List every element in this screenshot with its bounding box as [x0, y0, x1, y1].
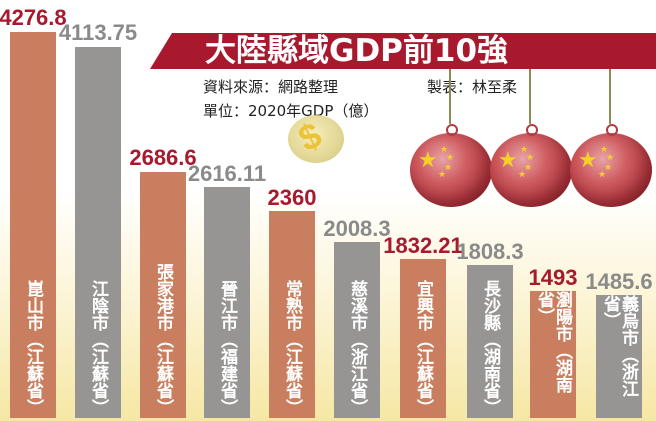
- bar-category-label: 江陰市（江蘇省）: [88, 280, 108, 416]
- star-icon: ★: [444, 162, 453, 172]
- star-icon: ★: [526, 152, 535, 162]
- bar-category-label: 常熟市（江蘇省）: [282, 280, 302, 416]
- bar: 瀏陽市（湖南省）: [530, 291, 576, 418]
- bar-value-label: 1832.21: [383, 233, 463, 258]
- bar: 慈溪市（浙江省）: [334, 242, 380, 418]
- bar: 義烏市（浙江省）: [596, 295, 642, 418]
- bar-value-label: 1808.3: [456, 239, 524, 264]
- bar-value-label: 2360: [267, 185, 317, 210]
- bar-value-label: 4113.75: [58, 20, 138, 45]
- ornament-string: [449, 69, 451, 124]
- bar-value-label: 2616.11: [187, 161, 267, 186]
- star-icon: ★: [520, 144, 529, 154]
- ornament-string: [609, 69, 611, 124]
- star-icon: ★: [600, 144, 609, 154]
- star-icon: ★: [440, 144, 449, 154]
- star-icon: ★: [518, 169, 527, 179]
- bar-category-label: 宜興市（江蘇省）: [413, 280, 433, 416]
- star-icon: ★: [498, 147, 518, 172]
- dollar-sign-icon: $: [292, 113, 328, 160]
- ornament-hook: [526, 124, 538, 136]
- author-text: 製表：林至柔: [427, 78, 518, 96]
- bar: 宜興市（江蘇省）: [400, 259, 446, 418]
- bar: 崑山市（江蘇省）: [10, 32, 56, 418]
- star-icon: ★: [606, 152, 615, 162]
- china-flag-ornament-icon: ★ ★ ★ ★ ★: [410, 124, 492, 207]
- bar-value-label: 1493: [528, 265, 578, 290]
- star-icon: ★: [578, 147, 598, 172]
- bar-category-label: 崑山市（江蘇省）: [23, 280, 43, 416]
- china-flag-ornament-icon: ★ ★ ★ ★ ★: [570, 124, 652, 207]
- ornament-hook: [606, 124, 618, 136]
- title-banner: [150, 33, 656, 69]
- star-icon: ★: [418, 147, 438, 172]
- star-icon: ★: [598, 169, 607, 179]
- gold-coin-icon: $: [288, 113, 344, 163]
- bar-category-label: 瀏陽市（湖南省）: [534, 291, 572, 393]
- bar: 長沙縣（湖南省）: [467, 265, 513, 418]
- bar-category-label: 長沙縣（湖南省）: [480, 280, 500, 416]
- bar-value-label: 4276.8: [0, 5, 67, 30]
- star-icon: ★: [604, 162, 613, 172]
- ornament-hook: [446, 124, 458, 136]
- star-icon: ★: [446, 152, 455, 162]
- chart-title: 大陸縣域GDP前10強: [205, 33, 509, 69]
- bar-category-label: 晉江市（福建省）: [217, 280, 237, 416]
- bar-value-label: 2686.6: [129, 145, 197, 170]
- ornament-string: [529, 69, 531, 124]
- china-flag-ornament-icon: ★ ★ ★ ★ ★: [490, 124, 572, 207]
- source-text: 資料來源：網路整理: [203, 78, 339, 96]
- bar: 常熟市（江蘇省）: [269, 211, 315, 418]
- bar-value-label: 1485.6: [585, 269, 653, 294]
- bar-category-label: 慈溪市（浙江省）: [347, 280, 367, 416]
- bar: 江陰市（江蘇省）: [75, 47, 121, 418]
- bar-category-label: 義烏市（浙江省）: [600, 295, 638, 397]
- bar: 張家港市（江蘇省）: [140, 172, 186, 418]
- bar: 晉江市（福建省）: [204, 187, 250, 418]
- bar-value-label: 2008.3: [323, 216, 391, 241]
- unit-text: 單位：2020年GDP（億）: [203, 102, 379, 120]
- bar-category-label: 張家港市（江蘇省）: [153, 263, 173, 416]
- star-icon: ★: [438, 169, 447, 179]
- star-icon: ★: [524, 162, 533, 172]
